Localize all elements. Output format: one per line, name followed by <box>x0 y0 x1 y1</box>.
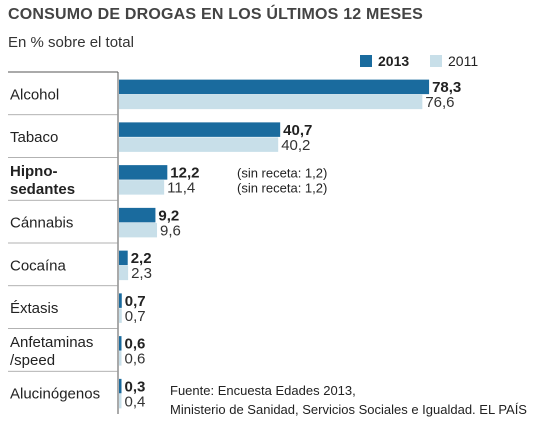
value-label-cocaina-2011: 2,3 <box>131 265 152 282</box>
value-label-cocaina-2013: 2,2 <box>131 250 152 267</box>
category-label-anfetaminas-speed: /speed <box>10 352 55 369</box>
source-line-1: Fuente: Encuesta Edades 2013, <box>170 383 356 398</box>
value-label-tabaco-2013: 40,7 <box>283 122 312 139</box>
annotation-hipno-sedantes-2013: (sin receta: 1,2) <box>237 166 327 181</box>
bar-cocaina-2011 <box>119 265 129 281</box>
category-label-hipno-sedantes: sedantes <box>10 181 75 198</box>
category-label-extasis: Éxtasis <box>10 300 58 317</box>
category-label-cocaina: Cocaína <box>10 257 67 274</box>
category-label-anfetaminas-speed: Anfetaminas <box>10 334 93 351</box>
value-label-cannabis-2013: 9,2 <box>158 207 179 224</box>
value-label-anfetaminas-speed-2011: 0,6 <box>125 351 146 368</box>
bar-alucinogenos-2011 <box>119 393 122 409</box>
legend-item-2011: 2011 <box>430 52 478 70</box>
legend-swatch-2011 <box>430 55 442 67</box>
category-label-tabaco: Tabaco <box>10 129 58 146</box>
bar-cannabis-2013 <box>119 207 156 223</box>
chart-title: CONSUMO DE DROGAS EN LOS ÚLTIMOS 12 MESE… <box>8 6 424 23</box>
bar-tabaco-2013 <box>119 122 281 137</box>
category-label-alucinogenos: Alucinógenos <box>10 386 100 403</box>
value-label-extasis-2013: 0,7 <box>125 293 146 310</box>
annotation-hipno-sedantes-2011: (sin receta: 1,2) <box>237 181 327 196</box>
value-label-anfetaminas-speed-2013: 0,6 <box>125 336 146 353</box>
value-label-alcohol-2013: 78,3 <box>432 79 461 96</box>
bar-alucinogenos-2013 <box>119 378 122 394</box>
value-label-alucinogenos-2011: 0,4 <box>125 393 146 410</box>
bar-hipno-sedantes-2013 <box>119 165 168 180</box>
bar-cannabis-2011 <box>119 222 158 238</box>
bar-alcohol-2013 <box>119 79 430 95</box>
bar-extasis-2011 <box>119 308 122 323</box>
chart-subtitle: En % sobre el total <box>8 34 134 51</box>
value-label-alcohol-2011: 76,6 <box>425 94 454 111</box>
bar-cocaina-2013 <box>119 250 128 266</box>
category-label-alcohol: Alcohol <box>10 86 59 103</box>
bar-alcohol-2011 <box>119 94 423 110</box>
value-label-extasis-2011: 0,7 <box>125 308 146 325</box>
value-label-hipno-sedantes-2013: 12,2 <box>170 165 199 182</box>
bar-tabaco-2011 <box>119 137 279 152</box>
value-label-tabaco-2011: 40,2 <box>281 137 310 154</box>
category-label-hipno-sedantes: Hipno- <box>10 163 57 180</box>
bar-anfetaminas-speed-2013 <box>119 336 122 351</box>
legend-swatch-2013 <box>360 55 372 67</box>
legend-item-2013: 2013 <box>360 52 409 70</box>
category-label-cannabis: Cánnabis <box>10 215 73 232</box>
value-label-cannabis-2011: 9,6 <box>160 222 181 239</box>
value-label-alucinogenos-2013: 0,3 <box>125 378 146 395</box>
source-note: Fuente: Encuesta Edades 2013, Ministerio… <box>170 381 527 419</box>
legend-label-2013: 2013 <box>378 53 410 69</box>
value-label-hipno-sedantes-2011: 11,4 <box>167 180 195 197</box>
bar-anfetaminas-speed-2011 <box>119 351 122 366</box>
legend-label-2011: 2011 <box>448 53 479 69</box>
source-line-2: Ministerio de Sanidad, Servicios Sociale… <box>170 402 527 417</box>
bar-extasis-2013 <box>119 293 122 308</box>
bar-hipno-sedantes-2011 <box>119 180 165 195</box>
